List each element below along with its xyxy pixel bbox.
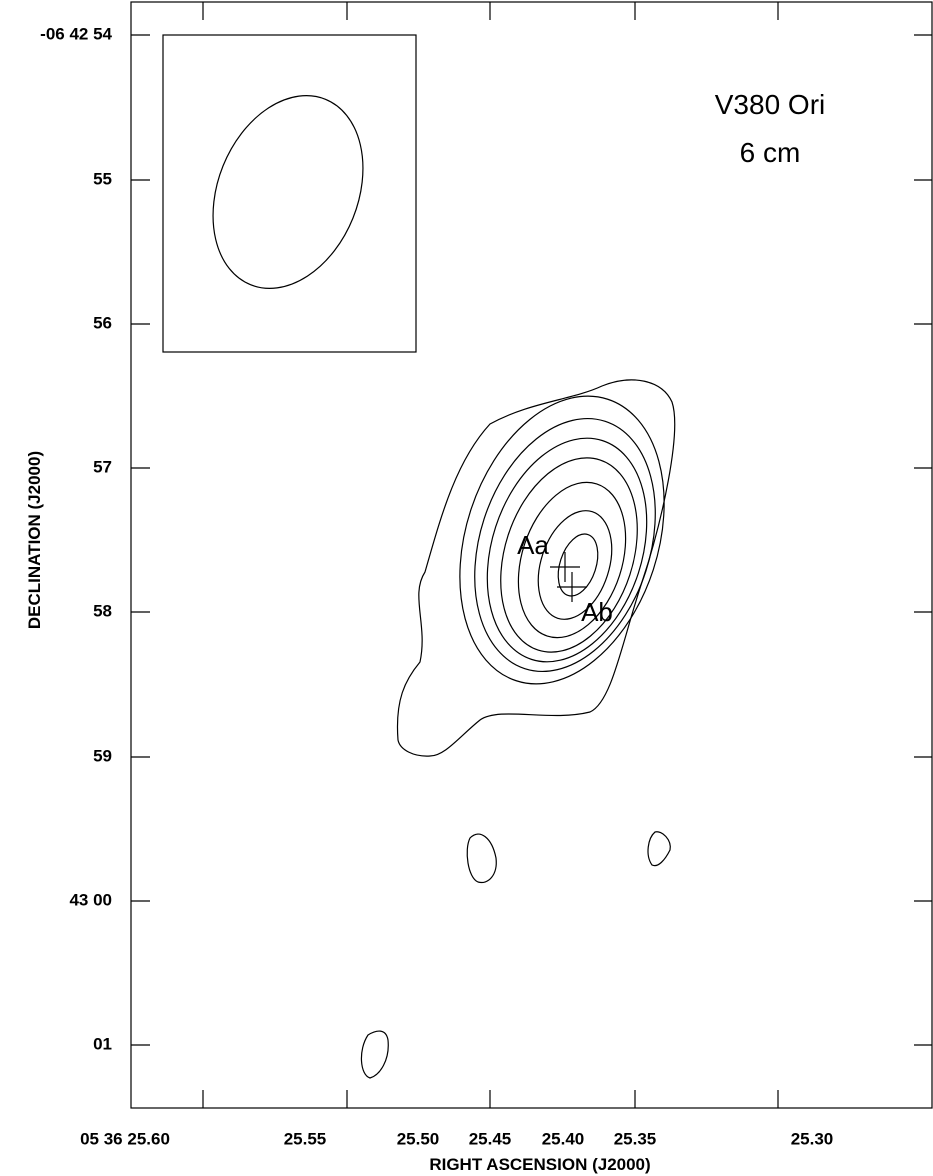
contour xyxy=(517,481,627,639)
annotation: Ab xyxy=(581,597,613,627)
subtitle: 6 cm xyxy=(740,137,801,168)
x-tick-label: 05 36 25.60 xyxy=(80,1129,170,1148)
y-tick-label: 57 xyxy=(93,457,112,476)
x-tick-label: 25.45 xyxy=(469,1129,512,1148)
y-tick-label: 55 xyxy=(93,169,112,188)
x-tick-label: 25.40 xyxy=(542,1129,585,1148)
contour xyxy=(459,395,665,685)
annotation: Aa xyxy=(517,530,549,560)
y-tick-label: 58 xyxy=(93,601,112,620)
contour xyxy=(474,418,656,672)
contours xyxy=(360,379,676,1079)
x-tick-label: 25.35 xyxy=(614,1129,657,1148)
plot-frame xyxy=(130,1,933,1109)
y-tick-label: 01 xyxy=(93,1034,112,1053)
contour xyxy=(360,1030,389,1079)
x-tick-label: 25.50 xyxy=(397,1129,440,1148)
y-tick-label: 56 xyxy=(93,313,112,332)
contour xyxy=(396,379,676,757)
contour xyxy=(537,510,613,620)
contour xyxy=(466,833,497,884)
title: V380 Ori xyxy=(715,89,826,120)
contour xyxy=(486,437,648,663)
beam-ellipse xyxy=(212,95,364,289)
x-tick-label: 25.30 xyxy=(791,1129,834,1148)
contour xyxy=(500,457,638,653)
contour xyxy=(557,533,599,597)
x-axis-label: RIGHT ASCENSION (J2000) xyxy=(429,1155,650,1174)
y-tick-label: 43 00 xyxy=(69,890,112,909)
y-tick-label: -06 42 54 xyxy=(40,24,112,43)
contour xyxy=(647,831,671,867)
beam-box xyxy=(162,34,417,353)
y-axis-label: DECLINATION (J2000) xyxy=(25,451,44,629)
tick-marks xyxy=(131,2,932,1108)
x-tick-label: 25.55 xyxy=(284,1129,327,1148)
y-tick-label: 59 xyxy=(93,746,112,765)
